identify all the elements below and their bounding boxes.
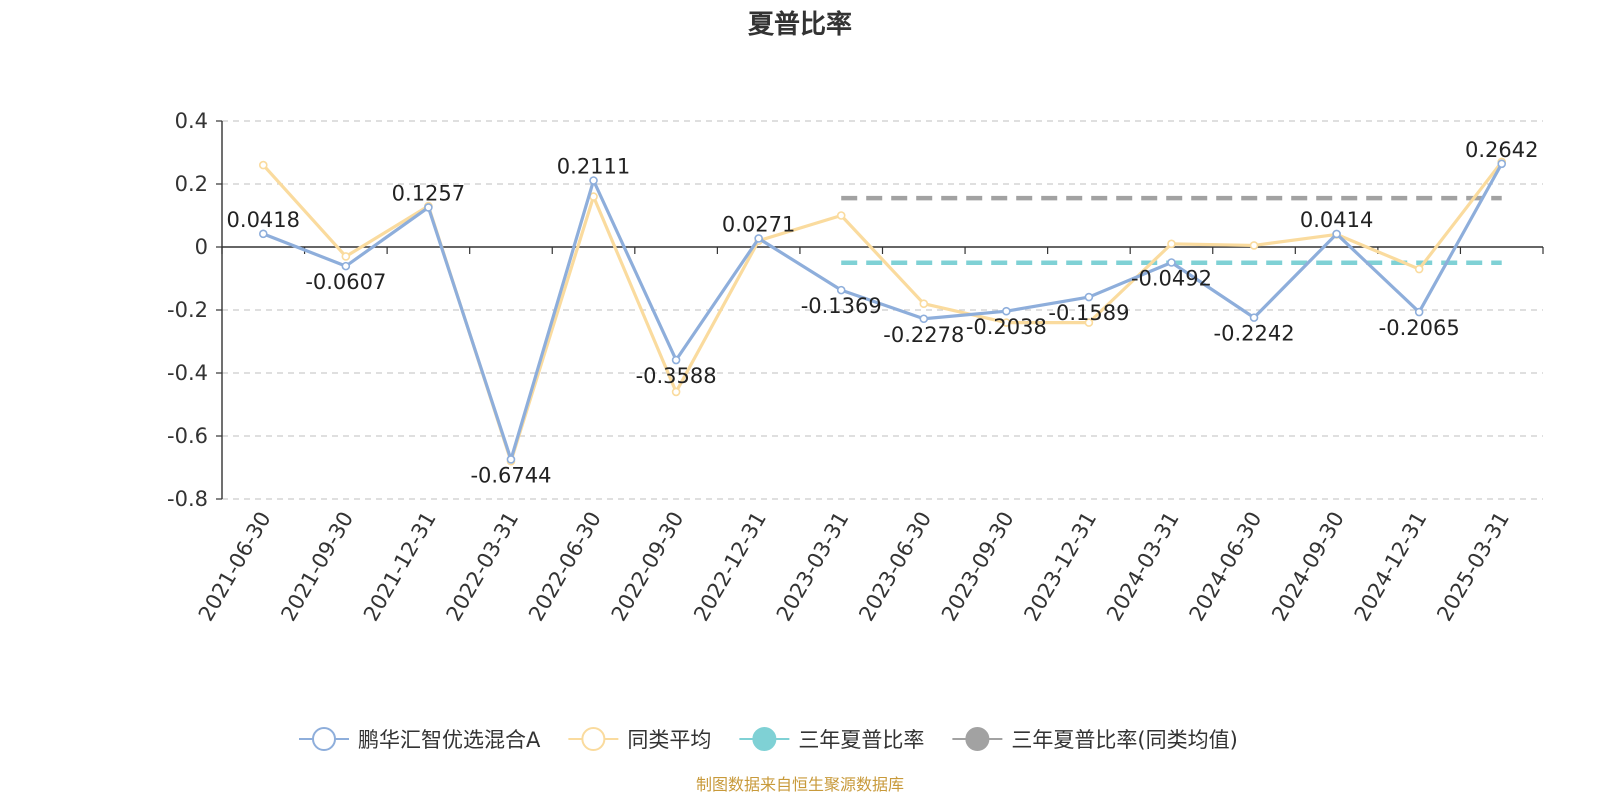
data-label: 0.0271: [722, 212, 795, 236]
data-label: 0.0414: [1300, 208, 1373, 232]
reference-lines: [841, 195, 1502, 265]
data-point[interactable]: [258, 160, 268, 170]
x-tick-label: 2023-03-31: [772, 508, 854, 626]
x-tick-label: 2024-12-31: [1350, 508, 1432, 626]
y-tick-label: -0.6: [167, 424, 208, 448]
y-tick-label: -0.8: [167, 487, 208, 511]
data-labels: 0.0418 -0.0607 0.1257 -0.6744 0.2111 -0.3588 0…: [227, 138, 1539, 488]
legend-label: 鹏华汇智优选混合A: [358, 728, 541, 752]
x-tick-label: 2024-06-30: [1185, 508, 1267, 626]
data-point[interactable]: [589, 176, 598, 185]
data-label: 0.2642: [1465, 138, 1538, 162]
legend-label: 三年夏普比率: [798, 728, 924, 752]
x-tick-label: 2023-12-31: [1019, 508, 1101, 626]
data-point[interactable]: [1249, 313, 1259, 322]
x-tick-label: 2022-12-31: [689, 508, 771, 626]
data-point[interactable]: [341, 252, 351, 261]
y-tick-label: -0.2: [167, 298, 208, 322]
data-point[interactable]: [1167, 239, 1176, 249]
x-tick-label: 2023-09-30: [937, 508, 1019, 626]
legend-item[interactable]: 三年夏普比率(同类均值): [952, 727, 1238, 752]
data-point[interactable]: [836, 211, 846, 220]
data-point[interactable]: [1002, 306, 1011, 316]
grid-lines: [222, 120, 1543, 500]
y-tick-label: -0.4: [167, 361, 208, 385]
data-label: -0.6744: [470, 463, 551, 487]
data-point[interactable]: [341, 261, 351, 271]
x-tick-label: 2021-09-30: [276, 508, 358, 626]
data-label: -0.2242: [1214, 322, 1295, 346]
series-line: [262, 162, 1504, 462]
data-point[interactable]: [424, 203, 433, 212]
x-tick-label: 2024-03-31: [1102, 508, 1184, 626]
x-tick-label: 2021-12-31: [359, 508, 441, 626]
x-tick-label: 2022-06-30: [524, 508, 606, 626]
data-point[interactable]: [506, 455, 516, 464]
data-label: -0.2278: [883, 323, 964, 347]
y-tick-label: 0: [195, 235, 208, 259]
data-label: 0.1257: [392, 181, 465, 205]
legend-circle-icon: [581, 727, 606, 751]
legend[interactable]: 鹏华汇智优选混合A 同类平均 三年夏普比率 三年夏普比率(同类均值): [299, 727, 1238, 752]
x-tick-label: 2021-06-30: [194, 508, 276, 626]
x-tick-label: 2022-09-30: [607, 508, 689, 626]
x-tick-label: 2023-06-30: [854, 508, 936, 626]
data-label: -0.1369: [801, 294, 882, 318]
data-point[interactable]: [1332, 229, 1341, 239]
data-point[interactable]: [671, 355, 681, 365]
legend-item[interactable]: 同类平均: [568, 727, 711, 752]
data-point[interactable]: [919, 314, 929, 324]
data-point[interactable]: [1249, 241, 1259, 250]
series-line: [262, 160, 1503, 463]
data-point[interactable]: [1002, 318, 1011, 327]
data-label: 0.2111: [557, 155, 630, 179]
data-point[interactable]: [919, 299, 929, 309]
legend-circle-icon: [312, 727, 336, 751]
chart-title: 夏普比率: [748, 9, 852, 40]
data-label: -0.3588: [636, 364, 717, 388]
data-label: -0.0492: [1131, 266, 1212, 290]
x-tick-label: 2025-03-31: [1432, 508, 1514, 626]
legend-dot-icon: [965, 727, 990, 751]
series-lines: [258, 157, 1507, 466]
legend-item[interactable]: 三年夏普比率: [739, 727, 924, 752]
legend-dot-icon: [752, 727, 777, 751]
x-tick-label: 2022-03-31: [441, 508, 523, 626]
source-note: 制图数据来自恒生聚源数据库: [696, 775, 904, 794]
data-point[interactable]: [671, 387, 681, 397]
data-point[interactable]: [258, 229, 268, 239]
y-tick-label: 0.4: [175, 109, 208, 133]
data-point[interactable]: [836, 285, 846, 295]
data-label: -0.2038: [966, 315, 1047, 339]
legend-label: 同类平均: [627, 728, 711, 752]
data-label: -0.0607: [305, 270, 386, 294]
data-point[interactable]: [1084, 318, 1094, 327]
data-point[interactable]: [1414, 264, 1424, 274]
legend-item[interactable]: 鹏华汇智优选混合A: [299, 727, 541, 752]
data-label: -0.2065: [1379, 316, 1460, 340]
data-point[interactable]: [1414, 307, 1424, 317]
data-label: 0.0418: [227, 208, 300, 232]
data-label: -0.1589: [1048, 301, 1129, 325]
y-tick-label: 0.2: [175, 172, 208, 196]
data-point[interactable]: [1084, 292, 1094, 302]
data-point[interactable]: [1497, 159, 1507, 169]
data-point[interactable]: [754, 234, 763, 243]
x-tick-label: 2024-09-30: [1267, 508, 1349, 626]
legend-label: 三年夏普比率(同类均值): [1011, 728, 1237, 752]
data-point[interactable]: [1167, 258, 1176, 267]
